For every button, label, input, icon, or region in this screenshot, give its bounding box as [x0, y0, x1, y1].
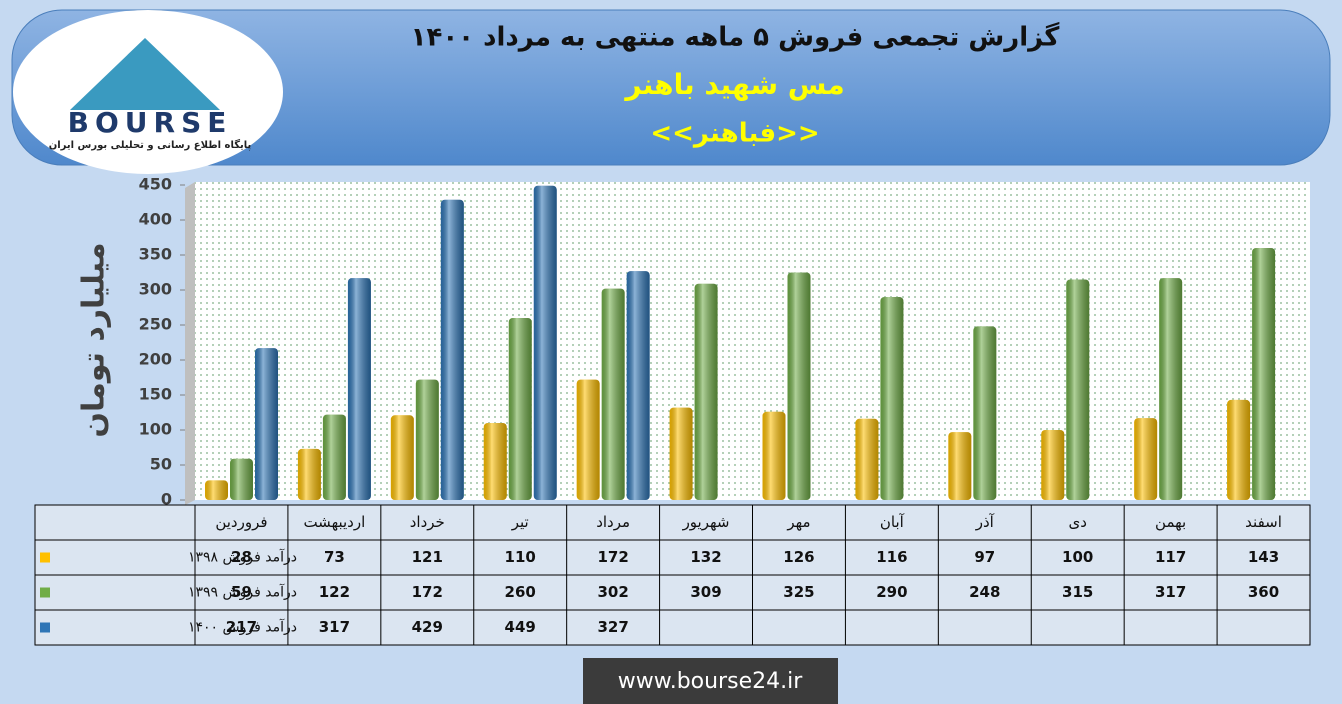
y-tick-label: 100: [139, 420, 172, 439]
axis-wall: [185, 182, 195, 505]
bar-shine: [205, 480, 228, 500]
bar-shine: [1066, 279, 1090, 500]
bar-shine: [508, 318, 532, 500]
x-tick-label: بهمن: [1155, 513, 1186, 531]
data-label: 122: [319, 583, 350, 601]
bar-shine: [347, 278, 371, 500]
legend-swatch: [40, 552, 50, 563]
x-tick-label: اردیبهشت: [303, 513, 365, 531]
bar-shine: [626, 271, 650, 500]
bar-shine: [440, 199, 464, 500]
x-tick-label: اسفند: [1245, 513, 1282, 531]
bar-shine: [576, 379, 600, 500]
bar-shine: [973, 326, 997, 500]
bar-shine: [948, 432, 972, 500]
legend-label: درآمد فروش ۱۴۰۰: [188, 619, 297, 636]
data-label: 360: [1248, 583, 1279, 601]
bar-shine: [1041, 430, 1065, 500]
data-label: 126: [783, 548, 814, 566]
data-label: 309: [690, 583, 721, 601]
data-label: 110: [505, 548, 536, 566]
data-label: 325: [783, 583, 814, 601]
data-label: 248: [969, 583, 1000, 601]
bar-shine: [322, 414, 346, 500]
y-tick-label: 450: [139, 175, 172, 194]
bar-shine: [255, 348, 278, 500]
legend-swatch: [40, 587, 50, 598]
logo-text: BOURSE: [68, 106, 233, 139]
bar-shine: [415, 379, 439, 500]
y-tick-label: 300: [139, 280, 172, 299]
header-box: [11, 9, 1331, 166]
bar-shine: [694, 283, 718, 500]
bar-shine: [880, 297, 904, 500]
data-label: 315: [1062, 583, 1093, 601]
logo-subtitle: پایگاه اطلاع رسانی و تحلیلی بورس ایران: [49, 138, 252, 151]
x-tick-label: دی: [1068, 513, 1086, 531]
data-label: 290: [876, 583, 907, 601]
x-tick-label: فروردین: [215, 513, 267, 531]
footer: www.bourse24.ir: [618, 669, 803, 694]
symbol: <<فباهنر>>: [650, 119, 819, 149]
data-label: 172: [412, 583, 443, 601]
y-tick-label: 50: [150, 455, 172, 474]
bar-shine: [533, 185, 557, 500]
plot-area: [195, 182, 1310, 500]
data-label: 217: [226, 618, 257, 636]
logo-shape: [70, 38, 220, 110]
data-label: 97: [974, 548, 995, 566]
bar-shine: [601, 288, 625, 500]
y-tick-label: 250: [139, 315, 172, 334]
y-tick-label: 150: [139, 385, 172, 404]
bar-shine: [1252, 248, 1276, 500]
legend-label: درآمد فروش ۱۳۹۸: [188, 549, 297, 566]
data-label: 73: [324, 548, 345, 566]
bar-shine: [390, 415, 414, 500]
data-label: 28: [231, 548, 252, 566]
bar-shine: [1159, 278, 1183, 500]
data-label: 121: [412, 548, 443, 566]
data-label: 260: [505, 583, 536, 601]
chart-subtitle: مس شهید باهنر: [623, 68, 844, 101]
y-tick-label: 200: [139, 350, 172, 369]
data-label: 449: [505, 618, 536, 636]
y-tick-label: 0: [161, 490, 172, 509]
x-tick-label: آذر: [975, 513, 995, 531]
data-label: 117: [1155, 548, 1186, 566]
footer-box: [583, 658, 838, 704]
data-label: 116: [876, 548, 907, 566]
data-label: 327: [597, 618, 628, 636]
bar-shine: [669, 407, 693, 500]
bar-shine: [297, 448, 321, 500]
x-tick-label: خرداد: [410, 513, 445, 531]
data-label: 143: [1248, 548, 1279, 566]
y-axis-label: میلیارد تومان: [77, 242, 112, 437]
data-label: 172: [597, 548, 628, 566]
bar-shine: [1134, 418, 1158, 500]
data-label: 429: [412, 618, 443, 636]
legend-swatch: [40, 622, 50, 633]
data-label: 59: [231, 583, 252, 601]
bar-shine: [787, 272, 811, 500]
x-tick-label: تیر: [511, 513, 529, 531]
data-label: 302: [597, 583, 628, 601]
x-tick-label: مهر: [786, 513, 810, 531]
data-label: 317: [319, 618, 350, 636]
legend-label: درآمد فروش ۱۳۹۹: [188, 584, 297, 601]
bar-shine: [483, 423, 507, 500]
bar-shine: [1227, 399, 1251, 500]
y-tick-label: 350: [139, 245, 172, 264]
bar-shine: [762, 411, 786, 500]
bar-shine: [230, 458, 253, 500]
data-label: 100: [1062, 548, 1093, 566]
data-label: 317: [1155, 583, 1186, 601]
chart-title: گزارش تجمعی فروش ۵ ماهه منتهی به مرداد ۱…: [411, 22, 1061, 53]
y-tick-label: 400: [139, 210, 172, 229]
data-label: 132: [690, 548, 721, 566]
x-tick-label: مرداد: [596, 513, 630, 531]
bar-shine: [855, 418, 879, 500]
x-tick-label: شهریور: [682, 513, 730, 531]
x-tick-label: آبان: [880, 513, 905, 531]
